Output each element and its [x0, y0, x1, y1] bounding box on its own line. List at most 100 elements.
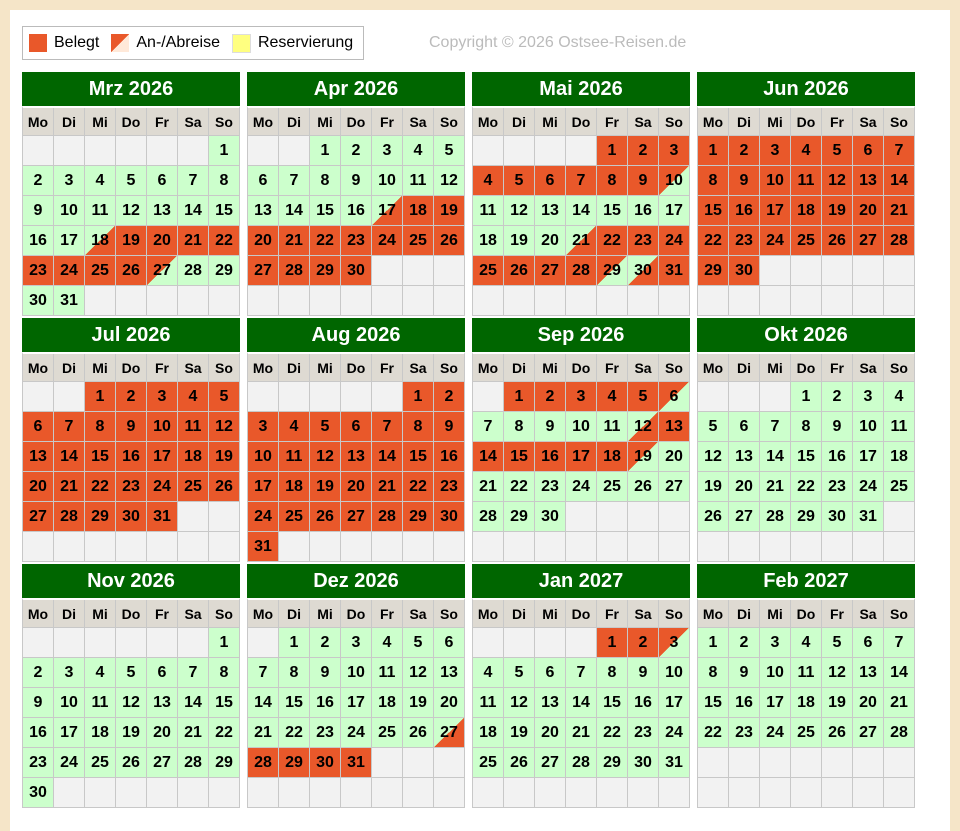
weekday: Fr — [147, 354, 177, 381]
empty-cell — [884, 286, 914, 315]
day: 8 — [504, 412, 534, 441]
day: 9 — [729, 658, 759, 687]
empty-cell — [853, 256, 883, 285]
day: 17 — [54, 226, 84, 255]
empty-cell — [822, 748, 852, 777]
day: 13 — [434, 658, 464, 687]
day: 17 — [853, 442, 883, 471]
month-grid: Mo Di Mi Do Fr Sa So 1 2 3 4 5 6 7 8 9 10 11 12 13 14 15 16 17 1… — [247, 598, 465, 808]
day: 12 — [628, 412, 658, 441]
day: 23 — [628, 718, 658, 747]
day: 8 — [209, 166, 239, 195]
day: 30 — [341, 256, 371, 285]
empty-cell — [279, 382, 309, 411]
empty-cell — [473, 286, 503, 315]
empty-cell — [791, 532, 821, 561]
day: 6 — [434, 628, 464, 657]
weekday: Mo — [698, 108, 728, 135]
day: 10 — [372, 166, 402, 195]
day: 12 — [434, 166, 464, 195]
day: 28 — [372, 502, 402, 531]
day: 21 — [884, 196, 914, 225]
empty-cell — [54, 382, 84, 411]
day: 19 — [628, 442, 658, 471]
month: Sep 2026 Mo Di Mi Do Fr Sa So 1 2 3 4 5 6 7 8 9 10 11 12 13 1… — [472, 318, 690, 562]
empty-cell — [884, 532, 914, 561]
month-grid: Mo Di Mi Do Fr Sa So 1 2 3 4 5 6 7 8 9 10 11 12 13 14 15 16 17 1… — [22, 352, 240, 562]
legend-item: Reservierung — [231, 33, 353, 53]
weekday: Sa — [628, 354, 658, 381]
day: 23 — [23, 748, 53, 777]
day: 13 — [535, 688, 565, 717]
day: 1 — [279, 628, 309, 657]
day: 20 — [23, 472, 53, 501]
weekday: Mi — [310, 600, 340, 627]
panel: Belegt An-/Abreise Reservierung Copyrigh… — [10, 10, 950, 831]
day: 6 — [853, 136, 883, 165]
day: 7 — [473, 412, 503, 441]
month-title: Jun 2026 — [697, 72, 915, 106]
day: 1 — [597, 136, 627, 165]
day: 25 — [85, 748, 115, 777]
day: 24 — [372, 226, 402, 255]
day: 23 — [434, 472, 464, 501]
day: 22 — [504, 472, 534, 501]
day: 22 — [279, 718, 309, 747]
day: 7 — [178, 658, 208, 687]
empty-cell — [791, 748, 821, 777]
month: Nov 2026 Mo Di Mi Do Fr Sa So 1 2 3 4 5 6 7 8 9 10 11 12 13 1… — [22, 564, 240, 808]
day: 27 — [341, 502, 371, 531]
month: Feb 2027 Mo Di Mi Do Fr Sa So 1 2 3 4 5 6 7 8 9 10 11 12 13 1… — [697, 564, 915, 808]
weekday: Mi — [535, 108, 565, 135]
day: 12 — [504, 196, 534, 225]
empty-cell — [760, 748, 790, 777]
day: 5 — [116, 658, 146, 687]
day: 12 — [209, 412, 239, 441]
day: 2 — [822, 382, 852, 411]
empty-cell — [403, 778, 433, 807]
empty-cell — [535, 532, 565, 561]
day: 4 — [85, 166, 115, 195]
empty-cell — [698, 382, 728, 411]
day: 24 — [566, 472, 596, 501]
empty-cell — [566, 502, 596, 531]
empty-cell — [147, 136, 177, 165]
day: 10 — [659, 658, 689, 687]
day: 30 — [729, 256, 759, 285]
weekday: Di — [729, 108, 759, 135]
empty-cell — [209, 286, 239, 315]
legend-item: Belegt — [29, 34, 99, 52]
day: 9 — [23, 688, 53, 717]
copyright: Copyright © 2026 Ostsee-Reisen.de — [429, 34, 687, 51]
empty-cell — [279, 778, 309, 807]
empty-cell — [434, 256, 464, 285]
day: 1 — [403, 382, 433, 411]
weekday: Di — [54, 354, 84, 381]
day: 11 — [473, 196, 503, 225]
day: 23 — [310, 718, 340, 747]
day: 30 — [23, 778, 53, 807]
day: 22 — [698, 718, 728, 747]
empty-cell — [248, 778, 278, 807]
day: 18 — [791, 196, 821, 225]
empty-cell — [729, 286, 759, 315]
day: 13 — [729, 442, 759, 471]
empty-cell — [729, 748, 759, 777]
day: 14 — [566, 688, 596, 717]
day: 15 — [698, 688, 728, 717]
day: 19 — [504, 718, 534, 747]
day: 7 — [884, 136, 914, 165]
day: 1 — [698, 136, 728, 165]
empty-cell — [791, 256, 821, 285]
weekday: Fr — [147, 108, 177, 135]
day: 27 — [853, 718, 883, 747]
day: 24 — [760, 226, 790, 255]
day: 30 — [434, 502, 464, 531]
day: 4 — [372, 628, 402, 657]
empty-cell — [116, 286, 146, 315]
day: 22 — [209, 226, 239, 255]
empty-cell — [372, 532, 402, 561]
weekday: Mi — [85, 354, 115, 381]
weekday: So — [884, 600, 914, 627]
day: 8 — [791, 412, 821, 441]
